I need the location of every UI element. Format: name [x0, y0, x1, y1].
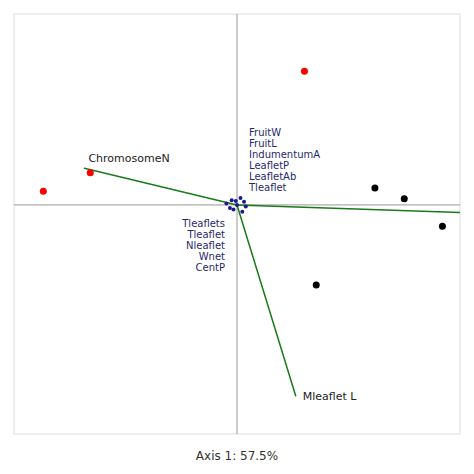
labels: ChromosomeN Mleaflet L FruitWFruitLIndumen…: [88, 127, 357, 403]
point: [439, 223, 446, 230]
variable-label: LeafletP: [249, 160, 289, 171]
variable-label: Tleaflet: [248, 182, 287, 193]
marks: [40, 68, 460, 396]
variable-label: FruitL: [249, 138, 277, 149]
grid: [14, 14, 460, 434]
point: [230, 198, 234, 202]
variable-label: LeafletAb: [249, 171, 296, 182]
point: [40, 188, 47, 195]
x-axis-label: Axis 1: 57.5%: [196, 449, 278, 463]
point: [234, 199, 238, 203]
variable-label: IndumentumA: [249, 149, 320, 160]
point: [228, 206, 232, 210]
biplot-vector: [237, 205, 460, 213]
point: [224, 201, 228, 205]
point: [231, 207, 235, 211]
point: [244, 204, 248, 208]
variable-label: Nleaflet: [186, 240, 225, 251]
variable-label: Wnet: [199, 251, 225, 262]
variable-label: CentP: [196, 262, 225, 273]
chart: ChromosomeN Mleaflet L FruitWFruitLIndumen…: [0, 0, 474, 474]
point: [313, 282, 320, 289]
point: [371, 185, 378, 192]
variable-label: FruitW: [249, 127, 281, 138]
point: [235, 203, 239, 207]
point: [301, 68, 308, 75]
grid-line-x: [237, 14, 238, 434]
vector-label: Mleaflet L: [303, 390, 358, 403]
variable-label: Tleaflet: [186, 229, 225, 240]
point: [240, 210, 244, 214]
point: [242, 200, 246, 204]
variable-label: Tleaflets: [181, 218, 225, 229]
vector-label: ChromosomeN: [88, 152, 169, 165]
point: [239, 196, 243, 200]
plot-frame: [14, 14, 460, 434]
point: [87, 169, 94, 176]
biplot-vector: [237, 205, 296, 396]
biplot-vector: [84, 168, 237, 205]
point: [401, 195, 408, 202]
